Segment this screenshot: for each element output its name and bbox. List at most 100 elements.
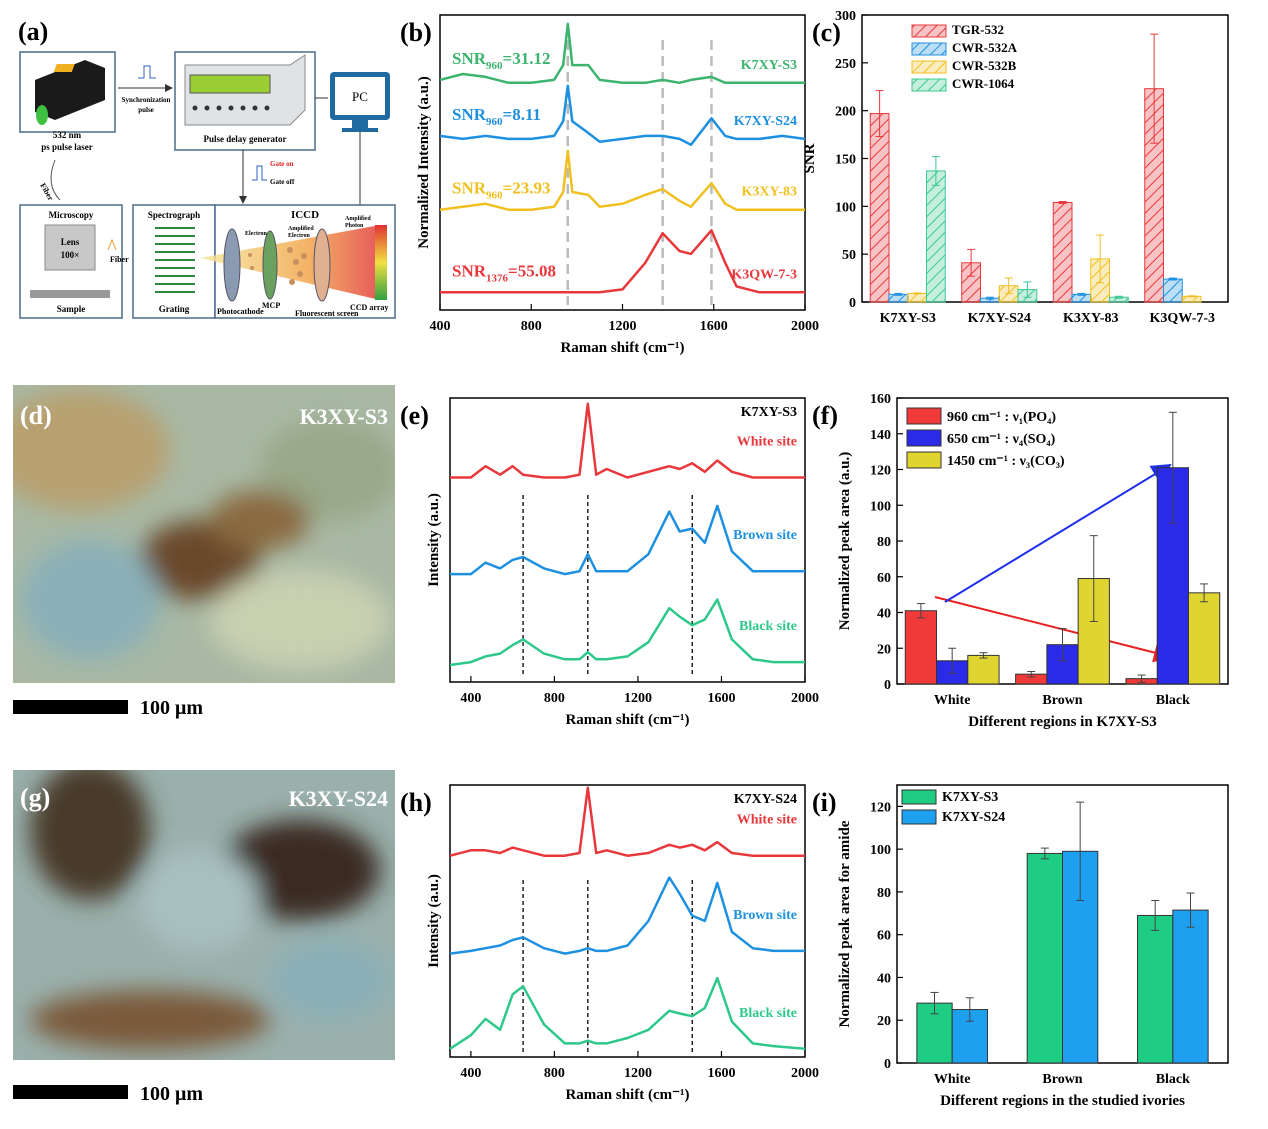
x-tick-label: White xyxy=(934,693,971,708)
diagram-text: ps pulse laser xyxy=(41,142,93,152)
legend-label: TGR-532 xyxy=(952,22,1004,37)
panel-label: (g) xyxy=(20,783,50,812)
y-tick-label: 140 xyxy=(870,428,891,443)
plot-frame xyxy=(449,784,806,1058)
legend-swatch xyxy=(911,24,947,38)
diagram-text: Fiber xyxy=(38,182,55,203)
legend-swatch xyxy=(906,451,942,469)
beam xyxy=(200,225,380,300)
x-tick-label: 2000 xyxy=(791,319,819,334)
series-label: Black site xyxy=(739,619,797,634)
snr-value: =23.93 xyxy=(503,179,551,198)
mcp xyxy=(262,230,278,300)
y-axis-label: Normalized Intensity (a.u.) xyxy=(416,76,432,249)
panel-label: (b) xyxy=(400,18,432,47)
x-tick-label: Black xyxy=(1156,693,1190,708)
spectrum xyxy=(450,504,805,576)
panel-label: (e) xyxy=(400,401,429,430)
plot-frame xyxy=(449,397,806,683)
pc-screen xyxy=(335,77,385,115)
x-tick-label: 1600 xyxy=(707,691,735,706)
diagram-text: Gate on xyxy=(270,160,294,168)
panel-label: (c) xyxy=(812,18,841,47)
legend-label: CWR-532A xyxy=(952,40,1018,55)
spectrum xyxy=(439,22,805,85)
diagram-text: Photon xyxy=(345,223,364,229)
pdg-buttons xyxy=(192,105,270,111)
y-axis-label: Intensity (a.u.) xyxy=(426,874,442,968)
sample-label: K7XY-S24 xyxy=(734,792,797,807)
legend-label: CWR-1064 xyxy=(952,76,1015,91)
bar xyxy=(967,654,1000,685)
y-tick-label: 100 xyxy=(870,499,891,514)
laser-label xyxy=(53,64,75,72)
legend-label: K7XY-S24 xyxy=(942,810,1005,825)
x-tick-label: 400 xyxy=(460,691,481,706)
x-tick-label: White xyxy=(934,1072,971,1087)
legend-label: CWR-532B xyxy=(952,58,1017,73)
pdg-display xyxy=(189,74,271,94)
y-tick-label: 200 xyxy=(835,105,856,120)
diagram-text: Synchronization xyxy=(122,96,171,104)
snr-subscript: 960 xyxy=(486,116,503,128)
panel-label: (d) xyxy=(20,401,52,430)
y-tick-label: 20 xyxy=(877,642,891,657)
snr-subscript: 960 xyxy=(486,60,503,72)
legend-label: 960 cm⁻¹ : ν₁(PO₄) xyxy=(947,410,1056,425)
lens xyxy=(44,224,96,271)
snr-text: SNR xyxy=(452,261,487,280)
trend-arrow xyxy=(944,463,1172,603)
legend-swatch xyxy=(906,429,942,447)
snr-value: =31.12 xyxy=(503,49,551,68)
bar xyxy=(904,610,938,685)
signal xyxy=(107,238,117,251)
series-label: White site xyxy=(737,813,797,828)
laser xyxy=(35,60,105,120)
sample-label: K3XY-S24 xyxy=(289,786,388,811)
spectrum xyxy=(439,149,805,211)
y-tick-label: 100 xyxy=(870,843,891,858)
spectrum xyxy=(440,229,805,294)
diagram-text: Amplified xyxy=(345,216,371,222)
legend-swatch xyxy=(911,42,947,56)
pc-stand xyxy=(342,120,378,132)
bar xyxy=(1187,592,1221,685)
spectrum xyxy=(449,598,805,667)
fluorescent-screen xyxy=(313,228,331,302)
snr-value: =8.11 xyxy=(503,105,542,124)
x-tick-label: 1200 xyxy=(609,319,637,334)
spectrum xyxy=(439,84,806,147)
y-tick-label: 0 xyxy=(849,296,856,311)
x-tick-label: 1600 xyxy=(707,1066,735,1081)
sample-stage xyxy=(30,290,110,298)
legend-swatch xyxy=(911,78,947,92)
bar xyxy=(1052,202,1073,303)
y-tick-label: 80 xyxy=(877,535,891,550)
diagram-text: ICCD xyxy=(291,209,319,221)
series-label: White site xyxy=(737,435,797,450)
spectrum xyxy=(449,786,805,857)
diagram-text: 100× xyxy=(61,250,80,260)
bar xyxy=(869,113,890,303)
x-tick-label: 1200 xyxy=(624,691,652,706)
series-label: K3XY-83 xyxy=(742,185,798,200)
snr-subscript: 1376 xyxy=(486,272,509,284)
pulse-symbol xyxy=(138,65,156,79)
x-tick-label: K3XY-83 xyxy=(1063,311,1119,326)
bar xyxy=(1162,278,1183,303)
x-tick-label: K3QW-7-3 xyxy=(1149,311,1215,326)
series-label: Brown site xyxy=(733,908,797,923)
bar xyxy=(926,170,946,303)
bar xyxy=(907,292,928,303)
x-tick-label: 400 xyxy=(430,319,451,334)
legend-swatch xyxy=(911,60,947,74)
x-tick-label: 1200 xyxy=(624,1066,652,1081)
y-tick-label: 150 xyxy=(835,153,856,168)
x-tick-label: 2000 xyxy=(791,691,819,706)
x-tick-label: Brown xyxy=(1042,693,1082,708)
diagram-text: PC xyxy=(352,89,368,104)
snr-text: SNR xyxy=(452,179,487,198)
snr-annotation: SNR960=31.12 xyxy=(452,49,550,72)
x-tick-label: Brown xyxy=(1042,1072,1082,1087)
